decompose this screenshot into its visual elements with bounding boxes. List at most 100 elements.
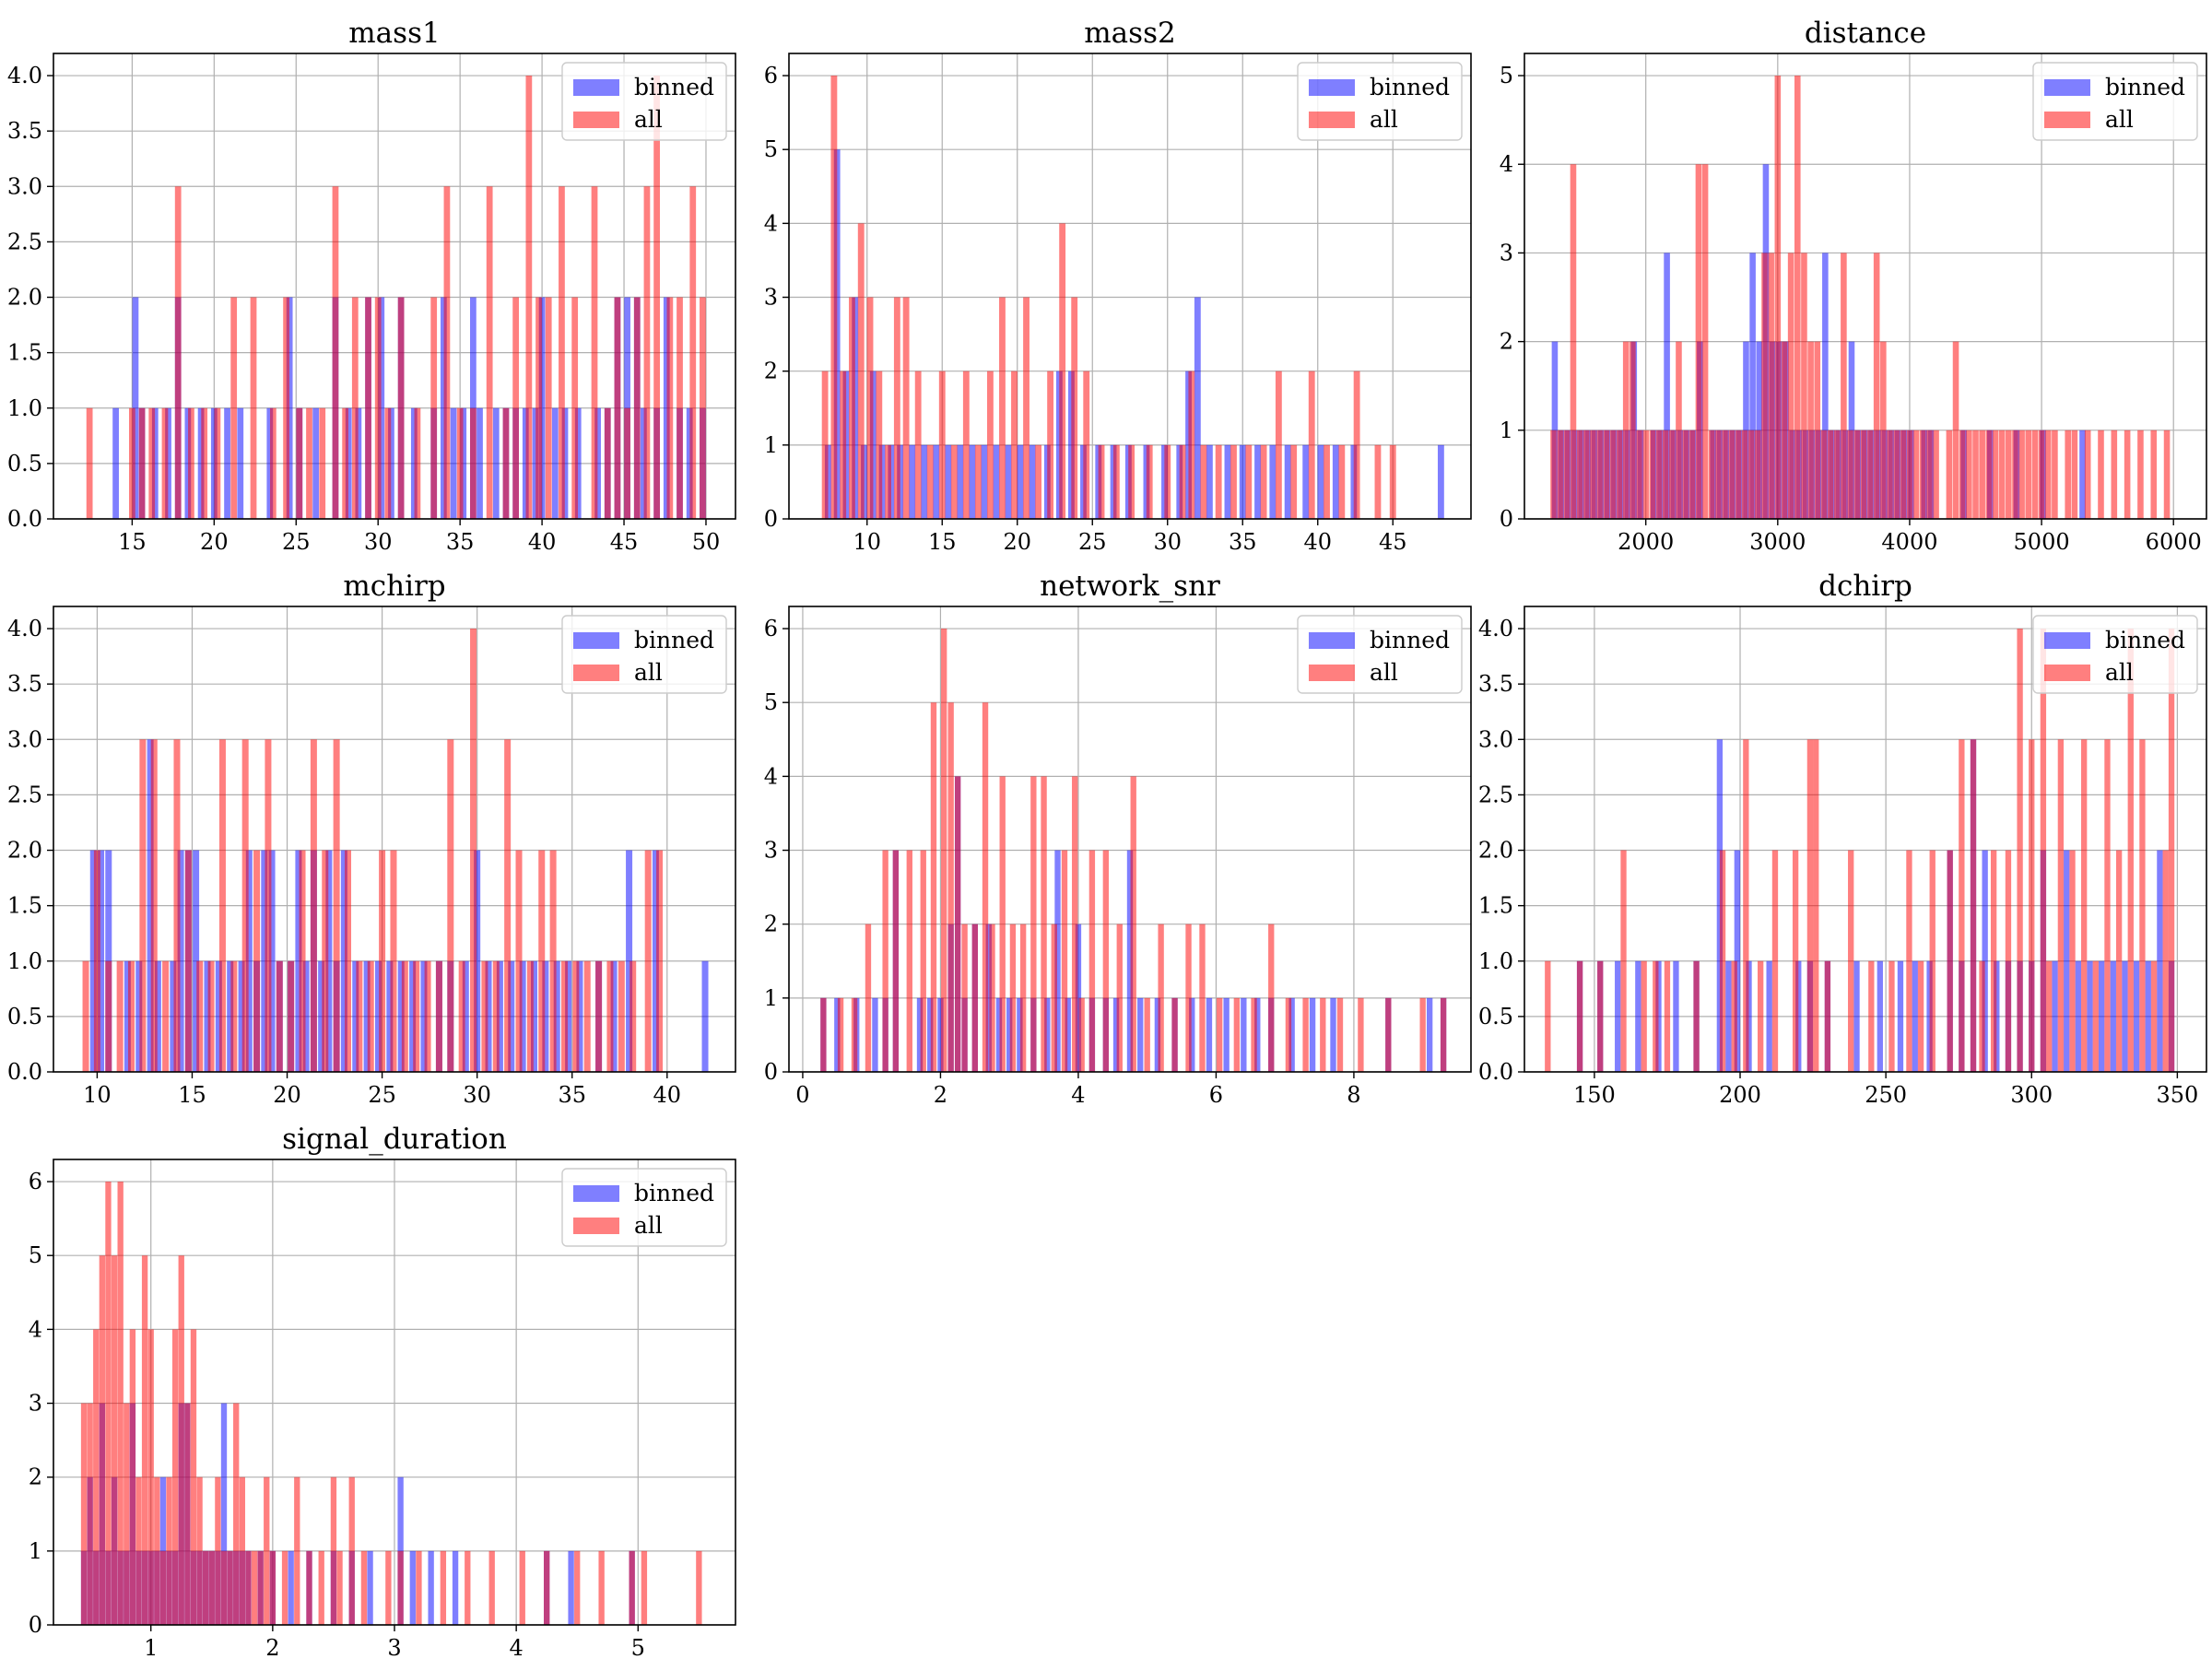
bar-all [190,1329,197,1625]
y-tick-label: 3 [764,838,778,864]
bar-binned [345,407,352,519]
bar-binned [492,407,500,519]
y-tick-label: 2 [764,359,778,384]
bar-all [251,1550,258,1625]
bar-all [203,1550,209,1625]
bar-binned [238,960,245,1072]
bar-all [974,444,982,519]
chart-title: mass1 [348,17,440,50]
bar-all [1596,429,1603,519]
y-tick-label: 4 [29,1316,42,1342]
x-tick-label: 50 [692,529,721,555]
bar-all [1841,253,1847,519]
bar-all [264,1477,270,1625]
bar-all [159,1550,167,1625]
y-tick-label: 0.0 [1478,1059,1513,1085]
bar-all [447,739,454,1072]
bar-all [215,1477,221,1625]
bar-all [1866,429,1874,519]
bar-all [1824,960,1831,1072]
y-tick-label: 6 [764,63,778,88]
bar-binned [519,960,526,1072]
bar-binned [474,850,481,1072]
y-tick-label: 2.5 [7,229,42,254]
chart-title: network_snr [1040,570,1220,603]
bar-binned [2079,429,2086,519]
bar-binned [2052,960,2058,1072]
bar-binned [1112,997,1120,1072]
bar-all [519,1550,525,1625]
bar-all [166,1477,172,1625]
x-tick-label: 4 [510,1635,524,1659]
bar-binned [245,850,253,1072]
bar-all [571,297,579,519]
bar-all [276,960,283,1072]
bar-all [430,297,438,519]
bar-all [1792,850,1799,1072]
bar-all [1128,444,1135,519]
bar-binned [220,1403,228,1625]
legend-swatch-binned [1309,632,1355,649]
y-tick-label: 1.0 [7,948,42,974]
bar-all [866,297,874,519]
bar-all [1731,960,1737,1072]
axes-frame [788,53,1472,520]
legend-label-all: all [634,659,663,686]
bar-all [656,850,664,1072]
bar-all [696,1550,702,1625]
bar-binned [98,850,105,1072]
bar-all [1336,997,1344,1072]
bar-all [1557,429,1563,519]
bar-all [1787,253,1794,519]
bar-binned [132,297,139,519]
y-tick-label: 3.0 [7,726,42,752]
y-tick-label: 0.5 [7,451,42,477]
bar-all [379,850,386,1072]
legend-label-binned: binned [634,1180,714,1206]
bar-all [1990,850,1997,1072]
bar-all [356,960,363,1072]
bar-all [677,297,683,519]
bar-all [549,850,557,1072]
bar-binned [1926,960,1933,1072]
x-tick-label: 15 [928,529,957,555]
y-tick-label: 3.5 [1478,671,1513,697]
bar-binned [312,407,319,519]
legend-label-all: all [634,1212,663,1239]
bar-all [148,407,156,519]
bar-binned [1766,960,1772,1072]
bar-binned [397,960,405,1072]
bar-binned [367,1550,373,1625]
bar-binned [1317,444,1324,519]
bar-all [512,297,520,519]
bar-all [1576,960,1583,1072]
bar-all [141,1255,148,1625]
bar-all [1966,429,1972,519]
bar-all [1102,850,1110,1072]
bar-all [227,1550,233,1625]
bar-all [310,739,317,1072]
bar-all [2017,629,2023,1072]
bar-all [2137,429,2144,519]
bar-all [1761,253,1768,519]
bar-all [336,1550,343,1625]
bar-binned [2075,960,2082,1072]
bar-all [87,1403,93,1625]
x-tick-label: 25 [282,529,311,555]
bar-binned [1194,297,1201,519]
bar-all [1275,371,1282,519]
x-tick-label: 10 [853,529,881,555]
bar-all [1146,444,1153,519]
bar-all [1912,429,1920,519]
bar-binned [1017,444,1024,519]
bar-all [2065,429,2072,519]
bar-binned [440,297,447,519]
bar-all [1576,429,1583,519]
bar-all [2052,429,2058,519]
bar-all [821,371,829,519]
bar-binned [957,444,964,519]
legend-label-binned: binned [2105,74,2185,100]
bar-all [1353,371,1360,519]
